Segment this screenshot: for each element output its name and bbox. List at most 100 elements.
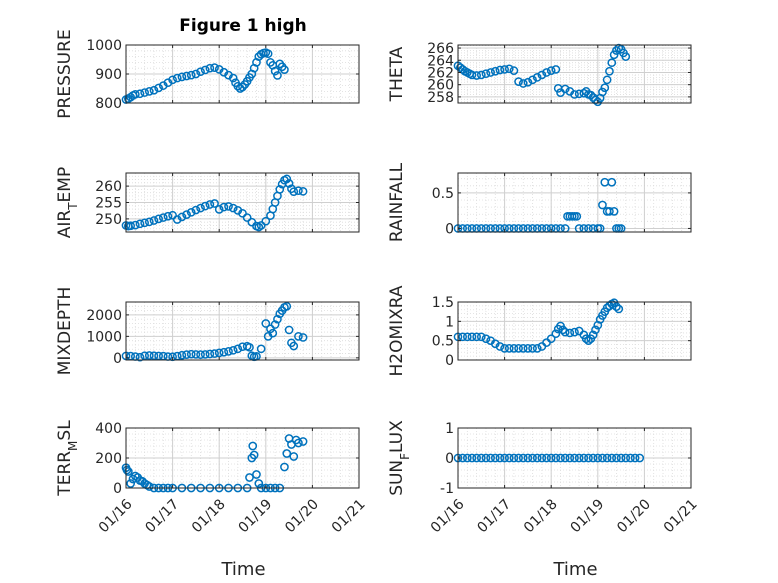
data-point	[249, 450, 259, 460]
tick-marks	[457, 173, 692, 232]
tick-marks	[125, 427, 360, 489]
axes-box	[457, 172, 692, 233]
data-point	[546, 66, 556, 75]
data-point	[248, 441, 258, 451]
y-axis-label: MIXDEPTH	[55, 287, 75, 376]
data-point	[256, 344, 266, 354]
y-tick-label: 400	[95, 421, 122, 437]
data-point	[284, 179, 294, 188]
data-point	[500, 65, 509, 74]
data-series	[453, 177, 626, 233]
data-point	[210, 63, 219, 72]
data-point	[135, 352, 145, 362]
subplot-mixdepth: 0 1000 2000 MIXDEPTH	[55, 287, 360, 376]
data-point	[523, 344, 533, 353]
y-tick-label: 0	[445, 451, 454, 467]
data-point	[584, 453, 593, 463]
data-point	[200, 65, 210, 75]
data-point	[551, 65, 561, 74]
subplot-rainfall: 0 0.5 RAINFALL	[387, 162, 692, 242]
data-point	[126, 479, 136, 488]
data-point	[254, 479, 264, 488]
x-axis-label: Time	[220, 559, 265, 580]
data-point	[268, 328, 278, 338]
data-point	[123, 467, 133, 476]
data-point	[607, 177, 617, 187]
data-point	[598, 200, 607, 210]
data-point	[196, 67, 205, 77]
data-point	[476, 332, 486, 342]
data-point	[140, 88, 149, 97]
data-point	[537, 453, 547, 463]
data-point	[289, 452, 299, 461]
y-tick-label: 1.5	[432, 295, 454, 311]
data-point	[476, 453, 486, 463]
data-point	[600, 83, 610, 93]
x-tick-label: 01/17	[474, 496, 514, 536]
data-point	[458, 332, 468, 342]
data-point	[282, 174, 292, 184]
data-point	[242, 213, 252, 222]
data-point	[560, 84, 570, 94]
data-point	[149, 85, 159, 95]
data-point	[593, 453, 603, 463]
data-point	[177, 212, 187, 222]
data-point	[551, 329, 561, 339]
data-point	[551, 453, 561, 463]
data-point	[556, 453, 565, 463]
data-point	[270, 66, 280, 76]
data-point	[191, 69, 201, 79]
data-point	[228, 203, 238, 213]
data-point	[612, 453, 621, 463]
data-point	[462, 332, 472, 342]
data-point	[228, 73, 238, 83]
data-point	[565, 328, 575, 338]
y-axis-label: TERRMSL	[55, 420, 80, 497]
data-point	[588, 453, 598, 463]
data-point	[280, 65, 289, 75]
data-point	[172, 73, 182, 83]
data-point	[130, 89, 140, 99]
data-point	[602, 453, 612, 463]
x-axis-label: Time	[552, 559, 597, 580]
data-point	[572, 212, 582, 221]
data-point	[528, 75, 537, 85]
data-series	[453, 298, 624, 353]
data-point	[598, 453, 607, 463]
data-point	[210, 199, 219, 208]
data-point	[186, 207, 196, 217]
data-point	[616, 453, 626, 463]
data-point	[280, 462, 289, 472]
data-point	[182, 210, 191, 219]
data-point	[635, 453, 645, 463]
data-point	[586, 90, 596, 100]
data-point	[509, 453, 519, 463]
y-tick-label: 0.5	[432, 186, 454, 202]
data-point	[263, 49, 273, 59]
data-point	[518, 344, 528, 353]
data-point	[219, 202, 229, 212]
x-tick-label: 01/16	[428, 496, 468, 536]
data-point	[630, 453, 640, 463]
data-point	[238, 208, 247, 218]
data-point	[261, 216, 271, 226]
data-point	[191, 205, 201, 215]
data-point	[472, 332, 481, 342]
data-point	[294, 332, 303, 341]
y-tick-label: 266	[427, 41, 454, 57]
data-point	[462, 453, 472, 463]
data-point	[514, 77, 523, 86]
data-point	[560, 327, 570, 337]
y-tick-label: 0.5	[432, 334, 454, 350]
data-point	[614, 304, 624, 314]
subplot-terr-msl: 0 200 400 01/16 01/17 01/18 01/19 01/20 01/21 Tim…	[55, 420, 369, 580]
plot-background	[458, 302, 691, 360]
data-point	[168, 75, 177, 85]
data-point	[186, 70, 196, 80]
data-point	[537, 70, 547, 80]
data-point	[546, 453, 556, 463]
data-point	[294, 186, 303, 196]
